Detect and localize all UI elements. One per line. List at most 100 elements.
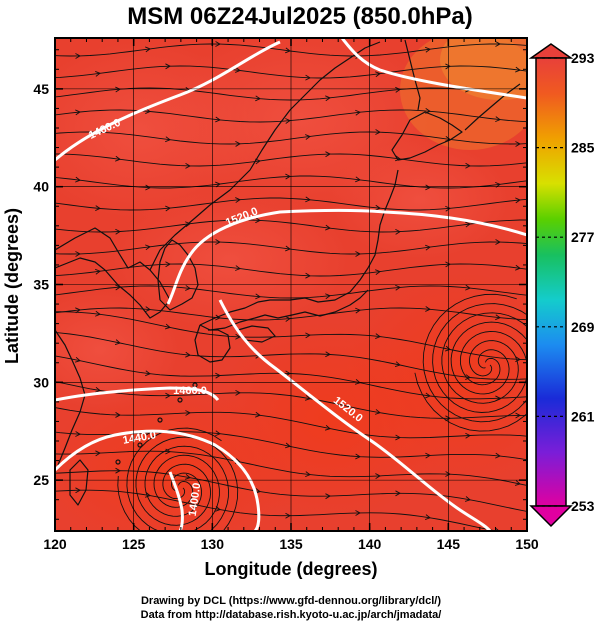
streamline-arrow — [355, 510, 361, 516]
streamline-arrow — [215, 116, 221, 123]
contour-label: 1400.0 — [187, 482, 204, 517]
streamline-arrow — [375, 129, 381, 135]
colorbar-body — [535, 57, 567, 507]
streamline-arrow — [114, 339, 121, 345]
streamline-arrow — [285, 47, 291, 54]
streamline-arrow — [75, 251, 81, 257]
colorbar-tick-label: 293 — [571, 50, 595, 66]
streamline-arrow — [145, 306, 151, 313]
streamline-arrow — [515, 66, 521, 73]
streamline-arrow — [425, 514, 431, 520]
colorbar-tick-label: 285 — [571, 140, 595, 156]
streamline-arrow — [355, 453, 361, 460]
streamline-arrow — [445, 63, 451, 70]
streamline-arrow — [95, 450, 101, 457]
streamline-arrow — [395, 86, 401, 93]
y-tick-label: 35 — [33, 277, 49, 293]
streamline — [55, 131, 527, 145]
streamline-arrow — [145, 244, 151, 251]
credit-drawing: Drawing by DCL (https://www.gfd-dennou.o… — [141, 595, 441, 607]
y-axis-label: Latitude (degrees) — [2, 208, 22, 364]
streamline-arrow — [305, 272, 311, 279]
streamline — [55, 311, 527, 361]
x-tick-label: 145 — [437, 536, 461, 552]
x-tick-label: 140 — [358, 536, 382, 552]
credit-data: Data from http://database.rish.kyoto-u.a… — [141, 609, 442, 621]
streamline-spiral — [117, 445, 229, 531]
streamline-arrow — [515, 141, 521, 147]
streamline-arrow — [75, 53, 81, 59]
wind-streamlines — [55, 41, 527, 531]
streamline — [55, 407, 527, 439]
streamline-arrow — [425, 452, 431, 459]
streamline-arrow — [445, 415, 451, 422]
streamline — [55, 43, 527, 57]
streamline-arrow — [115, 284, 121, 291]
streamline-arrow — [285, 316, 291, 322]
streamline-arrow — [285, 245, 291, 252]
streamline-arrow — [325, 293, 331, 300]
streamline-arrow — [164, 323, 171, 330]
streamline-arrow — [304, 395, 311, 401]
streamline-arrow — [445, 135, 451, 142]
streamline-arrow — [394, 361, 401, 367]
x-axis-label: Longitude (degrees) — [204, 559, 377, 579]
colorbar-tick-label: 269 — [571, 319, 595, 335]
streamline-arrow — [185, 221, 191, 228]
streamline-arrow — [215, 372, 221, 379]
streamline-arrow — [425, 184, 431, 191]
streamline-spiral — [414, 312, 527, 432]
streamline-spiral — [422, 293, 527, 423]
streamline-arrow — [305, 196, 311, 203]
y-tick-label: 30 — [33, 374, 49, 390]
streamline-arrow — [255, 95, 261, 102]
streamline-arrow — [325, 95, 331, 102]
contour-label: 1440.0 — [122, 429, 157, 447]
streamline-arrow — [255, 411, 261, 418]
x-tick-label: 130 — [201, 536, 225, 552]
streamline-arrow — [145, 370, 151, 377]
streamline-arrow — [425, 46, 431, 53]
streamline-arrow — [165, 205, 171, 212]
streamline — [55, 450, 527, 486]
streamline-arrow — [495, 239, 501, 245]
streamline-arrow — [145, 46, 151, 53]
streamline-arrow — [444, 345, 451, 352]
colorbar-top-triangle — [528, 43, 574, 59]
streamline-arrow — [375, 71, 381, 78]
streamline-arrow — [495, 116, 501, 123]
x-axis-ticks: 120 125 130 135 140 145 150 — [43, 38, 539, 552]
streamline-arrow — [445, 261, 451, 268]
streamline-arrow — [215, 430, 221, 437]
y-tick-label: 45 — [33, 81, 49, 97]
streamline-arrow — [284, 442, 291, 449]
streamline — [55, 109, 527, 123]
streamline-arrow — [235, 67, 241, 73]
streamline-arrow — [255, 217, 261, 224]
streamline-arrow — [165, 392, 171, 399]
streamline-arrow — [305, 332, 311, 339]
streamline-arrow — [325, 151, 331, 158]
colorbar-tick-label: 277 — [571, 229, 595, 245]
streamline-arrow — [445, 471, 451, 477]
colorbar: 293 285 277 269 261 253 — [528, 43, 595, 528]
streamline-arrow — [495, 528, 500, 531]
contour-label: 1460.0 — [173, 385, 207, 397]
streamline-arrow — [95, 310, 101, 317]
streamline-arrow — [355, 307, 361, 314]
streamline-arrow — [425, 392, 431, 399]
streamline-arrow — [395, 284, 401, 291]
streamline-arrow — [355, 251, 361, 257]
streamline-arrow — [465, 284, 471, 291]
streamline-arrow — [95, 70, 101, 77]
streamline-arrow — [465, 162, 471, 169]
x-tick-label: 120 — [43, 536, 67, 552]
colorbar-tick-label: 261 — [571, 408, 595, 424]
streamline-arrow — [515, 197, 521, 204]
y-tick-label: 40 — [33, 179, 49, 195]
streamline-arrow — [144, 492, 151, 498]
streamline-arrow — [375, 204, 381, 211]
streamline-arrow — [165, 63, 171, 70]
colorbar-tick-label: 253 — [571, 498, 595, 514]
